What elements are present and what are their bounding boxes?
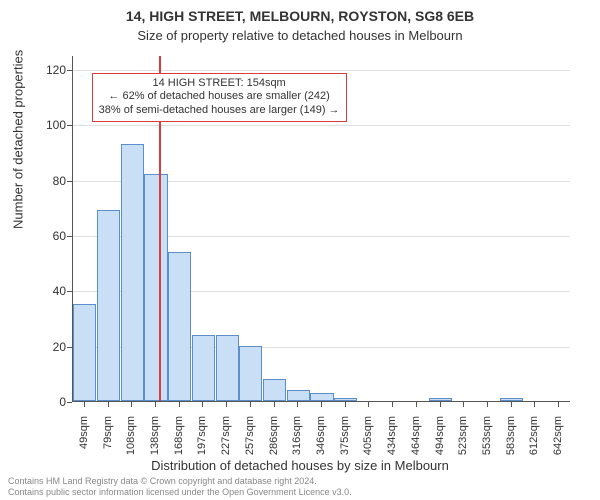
x-tick-mark	[321, 402, 322, 407]
histogram-bar	[73, 304, 96, 401]
annotation-box: 14 HIGH STREET: 154sqm ← 62% of detached…	[92, 73, 347, 122]
histogram-bar	[239, 346, 262, 401]
page-subtitle: Size of property relative to detached ho…	[0, 28, 600, 43]
x-tick-mark	[463, 402, 464, 407]
footer-attribution: Contains HM Land Registry data © Crown c…	[8, 476, 352, 498]
x-tick-mark	[179, 402, 180, 407]
histogram-bar	[192, 335, 215, 401]
x-tick-mark	[108, 402, 109, 407]
annotation-line3: 38% of semi-detached houses are larger (…	[99, 104, 340, 118]
y-tick-label: 60	[36, 229, 66, 243]
histogram-bar	[310, 393, 333, 401]
x-tick-mark	[534, 402, 535, 407]
histogram-bar	[263, 379, 286, 401]
y-tick-mark	[67, 236, 72, 237]
x-axis-label: Distribution of detached houses by size …	[0, 458, 600, 473]
x-tick-mark	[202, 402, 203, 407]
x-tick-mark	[558, 402, 559, 407]
histogram-bar	[334, 398, 357, 401]
histogram-bar	[216, 335, 239, 401]
histogram-bar	[97, 210, 120, 401]
annotation-line1: 14 HIGH STREET: 154sqm	[99, 77, 340, 91]
footer-line1: Contains HM Land Registry data © Crown c…	[8, 476, 352, 487]
y-tick-label: 80	[36, 174, 66, 188]
x-tick-mark	[250, 402, 251, 407]
y-tick-mark	[67, 291, 72, 292]
y-tick-label: 40	[36, 284, 66, 298]
x-tick-mark	[511, 402, 512, 407]
footer-line2: Contains public sector information licen…	[8, 487, 352, 498]
y-tick-mark	[67, 125, 72, 126]
y-axis-label: Number of detached properties	[11, 50, 26, 229]
gridline	[73, 125, 570, 126]
x-tick-mark	[440, 402, 441, 407]
histogram-bar	[287, 390, 310, 401]
x-tick-mark	[155, 402, 156, 407]
histogram-bar	[168, 252, 191, 401]
y-tick-mark	[67, 402, 72, 403]
x-tick-mark	[297, 402, 298, 407]
y-tick-mark	[67, 70, 72, 71]
gridline	[73, 70, 570, 71]
y-tick-mark	[67, 347, 72, 348]
histogram-bar	[429, 398, 452, 401]
x-tick-mark	[84, 402, 85, 407]
y-tick-label: 120	[36, 63, 66, 77]
annotation-line2: ← 62% of detached houses are smaller (24…	[99, 90, 340, 104]
y-tick-label: 0	[36, 395, 66, 409]
histogram-bar	[144, 174, 167, 401]
y-tick-label: 20	[36, 340, 66, 354]
y-tick-mark	[67, 181, 72, 182]
chart-area: 14 HIGH STREET: 154sqm ← 62% of detached…	[72, 56, 570, 402]
x-tick-mark	[368, 402, 369, 407]
x-tick-mark	[274, 402, 275, 407]
x-tick-mark	[392, 402, 393, 407]
histogram-bar	[500, 398, 523, 401]
x-tick-mark	[345, 402, 346, 407]
page-title: 14, HIGH STREET, MELBOURN, ROYSTON, SG8 …	[0, 8, 600, 24]
histogram-bar	[121, 144, 144, 401]
x-tick-mark	[131, 402, 132, 407]
x-tick-mark	[226, 402, 227, 407]
y-tick-label: 100	[36, 118, 66, 132]
x-tick-mark	[416, 402, 417, 407]
x-tick-mark	[487, 402, 488, 407]
